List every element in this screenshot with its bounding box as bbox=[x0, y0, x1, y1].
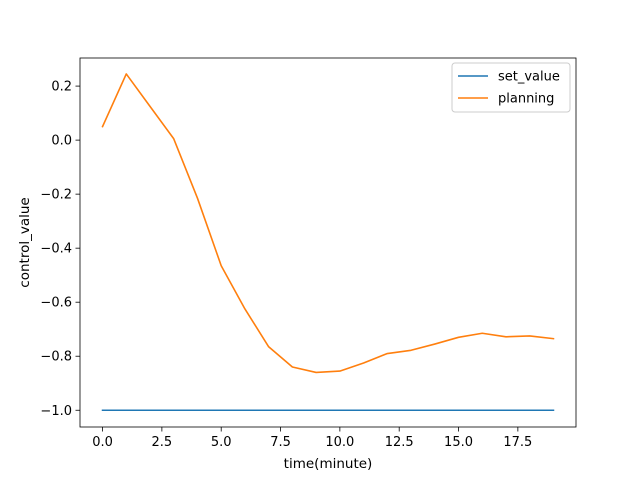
series-line-planning bbox=[101, 73, 555, 374]
y-tick-label: 0.2 bbox=[51, 80, 72, 95]
y-tick-label: −0.4 bbox=[40, 242, 72, 257]
axes-frame bbox=[79, 57, 577, 428]
x-tick-label: 2.5 bbox=[152, 435, 173, 450]
y-tick-label: 0.0 bbox=[51, 134, 72, 149]
y-axis-label: control_value bbox=[17, 197, 33, 287]
legend-label: planning bbox=[498, 92, 554, 107]
legend: set_value planning bbox=[451, 62, 571, 113]
y-tick-label: −0.8 bbox=[40, 350, 72, 365]
x-tick-label: 17.5 bbox=[503, 435, 532, 450]
y-tick-label: −0.6 bbox=[40, 296, 72, 311]
x-tick-label: 5.0 bbox=[211, 435, 232, 450]
x-tick-label: 15.0 bbox=[444, 435, 473, 450]
x-axis-label: time(minute) bbox=[284, 456, 373, 472]
x-tick-label: 10.0 bbox=[325, 435, 354, 450]
x-tick-label: 0.0 bbox=[92, 435, 113, 450]
plot-layer bbox=[101, 73, 555, 412]
x-tick-label: 7.5 bbox=[270, 435, 291, 450]
legend-label: set_value bbox=[498, 70, 560, 85]
x-tick-label: 12.5 bbox=[385, 435, 414, 450]
y-tick-label: −1.0 bbox=[40, 404, 72, 419]
axes-layer: 0.0 2.5 5.0 7.5 10.0 12.5 15.0 17.5 0.2 0.0 −0.2 −0… bbox=[40, 57, 577, 450]
y-tick-label: −0.2 bbox=[40, 188, 72, 203]
